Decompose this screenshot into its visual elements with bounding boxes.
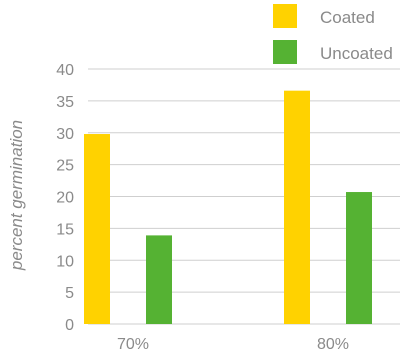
y-tick-label: 15 xyxy=(56,221,74,238)
tick-labels: 0 5 10 15 20 25 30 35 40 70% 80% xyxy=(56,62,349,353)
bar-uncoated-0 xyxy=(146,235,172,324)
bar-uncoated-1 xyxy=(346,192,372,324)
legend-swatch-coated xyxy=(273,4,297,28)
bars xyxy=(84,90,372,324)
legend-swatch-uncoated xyxy=(273,40,297,64)
y-tick-label: 40 xyxy=(56,62,74,79)
grid-lines xyxy=(88,68,400,325)
y-tick-label: 35 xyxy=(56,94,74,111)
y-axis-label: percent germination xyxy=(7,120,26,271)
y-tick-label: 30 xyxy=(56,126,74,143)
y-tick-label: 10 xyxy=(56,253,74,270)
y-tick-label: 20 xyxy=(56,190,74,207)
x-tick-label: 70% xyxy=(117,336,149,353)
bar-coated-0 xyxy=(84,134,110,324)
y-tick-label: 0 xyxy=(65,317,74,334)
x-tick-label: 80% xyxy=(317,336,349,353)
y-tick-label: 5 xyxy=(65,285,74,302)
legend-label-uncoated: Uncoated xyxy=(320,44,393,63)
y-tick-label: 25 xyxy=(56,158,74,175)
legend-label-coated: Coated xyxy=(320,8,375,27)
bar-coated-1 xyxy=(284,90,310,324)
legend: Coated Uncoated xyxy=(273,4,393,64)
